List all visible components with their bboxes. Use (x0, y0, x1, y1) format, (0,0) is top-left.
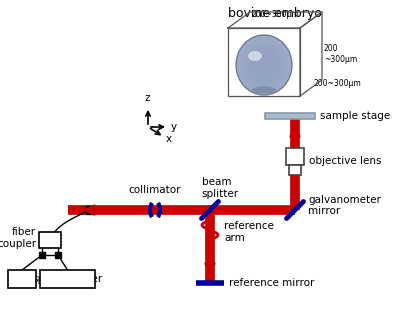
Bar (55, 252, 61, 258)
Ellipse shape (248, 51, 262, 61)
Bar (8, 270, 36, 288)
Text: 200
~300μm: 200 ~300μm (324, 44, 357, 64)
Ellipse shape (240, 39, 288, 91)
Text: 200~300μm: 200~300μm (313, 79, 361, 88)
Text: 200~300μm: 200~300μm (251, 10, 299, 19)
Text: y: y (171, 122, 177, 132)
Text: z: z (144, 93, 150, 103)
Text: x: x (166, 134, 172, 144)
Ellipse shape (243, 42, 285, 87)
Ellipse shape (257, 57, 271, 72)
Ellipse shape (260, 61, 268, 69)
Text: sample stage: sample stage (320, 111, 390, 121)
Bar (286, 148, 304, 165)
Text: beam
splitter: beam splitter (202, 177, 239, 198)
Ellipse shape (250, 50, 278, 80)
Text: reference
arm: reference arm (224, 221, 274, 243)
Bar (40, 270, 95, 288)
Bar (86, 206, 94, 214)
Bar (228, 28, 300, 96)
Ellipse shape (252, 86, 276, 94)
Text: fiber
coupler: fiber coupler (0, 227, 36, 249)
Ellipse shape (254, 54, 274, 76)
Text: objective lens: objective lens (309, 157, 382, 167)
Ellipse shape (236, 35, 292, 95)
Text: spectrometer: spectrometer (32, 274, 103, 284)
Text: collimator: collimator (129, 185, 181, 195)
Text: galvanometer
mirror: galvanometer mirror (308, 195, 381, 216)
Bar (289, 165, 301, 175)
Ellipse shape (236, 35, 292, 95)
Text: SLD: SLD (12, 274, 32, 284)
Ellipse shape (246, 46, 282, 84)
Bar (39, 252, 45, 258)
Bar (265, 113, 315, 119)
Text: bovine embryo: bovine embryo (228, 7, 322, 20)
Text: reference mirror: reference mirror (229, 278, 314, 288)
Bar (39, 232, 61, 248)
